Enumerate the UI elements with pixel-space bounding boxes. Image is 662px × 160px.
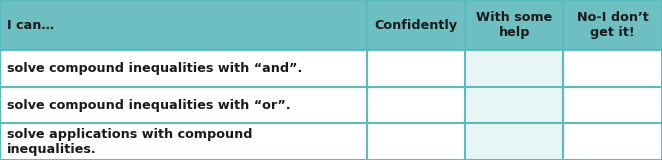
- Text: With some
help: With some help: [476, 11, 553, 39]
- Text: solve applications with compound
inequalities.: solve applications with compound inequal…: [7, 128, 252, 156]
- Bar: [465, 87, 563, 123]
- Bar: [465, 0, 563, 50]
- Bar: [367, 87, 465, 123]
- Bar: [563, 87, 662, 123]
- Text: No-I don’t
get it!: No-I don’t get it!: [577, 11, 649, 39]
- Text: Confidently: Confidently: [375, 19, 458, 32]
- Text: I can…: I can…: [7, 19, 54, 32]
- Bar: [563, 123, 662, 160]
- Bar: [465, 123, 563, 160]
- Bar: [367, 123, 465, 160]
- Bar: [465, 50, 563, 87]
- Bar: [0, 87, 367, 123]
- Bar: [0, 123, 367, 160]
- Bar: [0, 50, 367, 87]
- Text: solve compound inequalities with “and”.: solve compound inequalities with “and”.: [7, 62, 302, 75]
- Bar: [563, 50, 662, 87]
- Bar: [0, 0, 367, 50]
- Text: solve compound inequalities with “or”.: solve compound inequalities with “or”.: [7, 99, 290, 112]
- Bar: [367, 0, 465, 50]
- Bar: [563, 0, 662, 50]
- Bar: [367, 50, 465, 87]
